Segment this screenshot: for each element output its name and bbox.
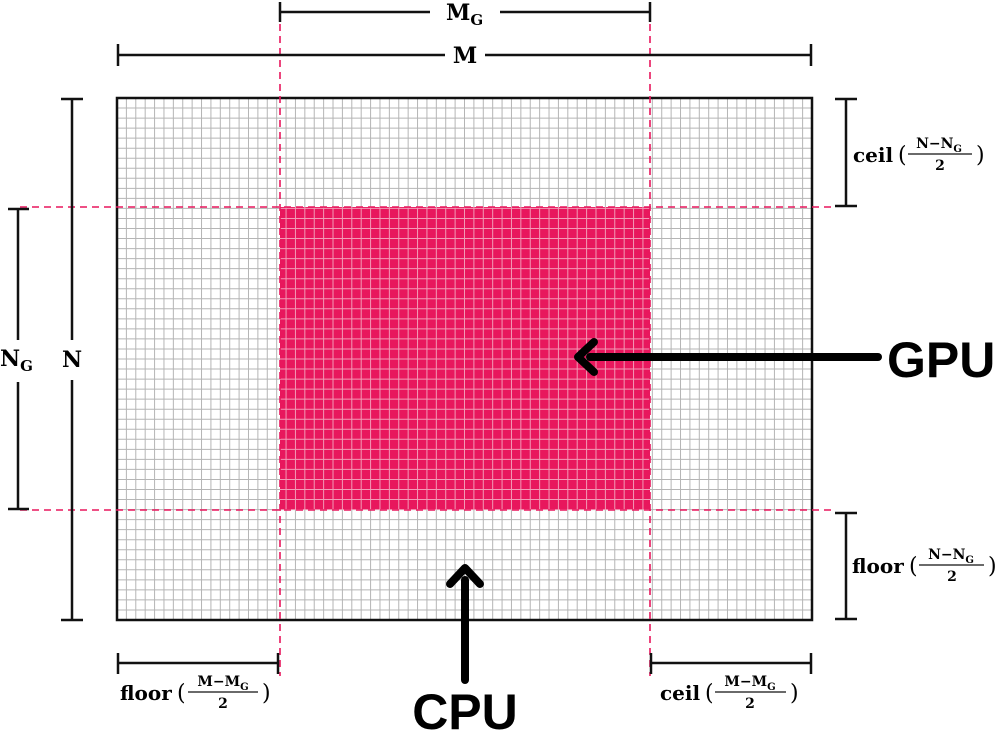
svg-text:): )	[262, 681, 271, 706]
gpu-arrow	[574, 338, 882, 376]
svg-text:(: (	[898, 143, 907, 168]
label-m: M	[453, 43, 477, 69]
svg-text:N−NG: N−NG	[928, 547, 974, 566]
svg-text:(: (	[909, 554, 918, 579]
svg-text:N−NG: N−NG	[916, 136, 962, 155]
cpu-label: CPU	[412, 684, 518, 732]
dimension-bottom-right	[649, 653, 813, 674]
dimension-mg	[278, 2, 652, 22]
svg-text:ceil: ceil	[853, 143, 894, 167]
svg-text:(: (	[177, 681, 186, 706]
svg-text:): )	[790, 681, 799, 706]
svg-text:2: 2	[947, 569, 957, 585]
svg-text:2: 2	[745, 696, 755, 712]
label-right-top-ceil: ceil ( N−NG 2 )	[853, 136, 985, 174]
svg-text:floor: floor	[852, 554, 904, 578]
svg-text:): )	[988, 554, 997, 579]
gpu-label: GPU	[887, 332, 995, 388]
dimension-right-top	[835, 97, 857, 208]
label-mg: MG	[446, 0, 483, 29]
cpu-arrow	[446, 564, 484, 684]
partition-guides	[20, 12, 832, 676]
svg-text:M−MG: M−MG	[724, 674, 775, 693]
svg-text:M−MG: M−MG	[197, 674, 248, 693]
label-ng: NG	[0, 346, 33, 375]
svg-text:2: 2	[935, 158, 945, 174]
label-bottom-right-ceil: ceil ( M−MG 2 )	[660, 674, 799, 712]
svg-text:(: (	[705, 681, 714, 706]
svg-text:): )	[976, 143, 985, 168]
label-right-bottom-floor: floor ( N−NG 2 )	[852, 547, 997, 585]
svg-text:2: 2	[218, 696, 228, 712]
dimension-n	[61, 97, 83, 622]
label-bottom-left-floor: floor ( M−MG 2 )	[120, 674, 271, 712]
dimension-m	[116, 44, 813, 66]
svg-text:floor: floor	[120, 681, 172, 705]
label-n: N	[62, 347, 82, 373]
svg-text:ceil: ceil	[660, 681, 701, 705]
dimension-bottom-left	[116, 653, 280, 674]
dimension-ng	[8, 207, 29, 511]
dimension-right-bottom	[835, 511, 857, 621]
